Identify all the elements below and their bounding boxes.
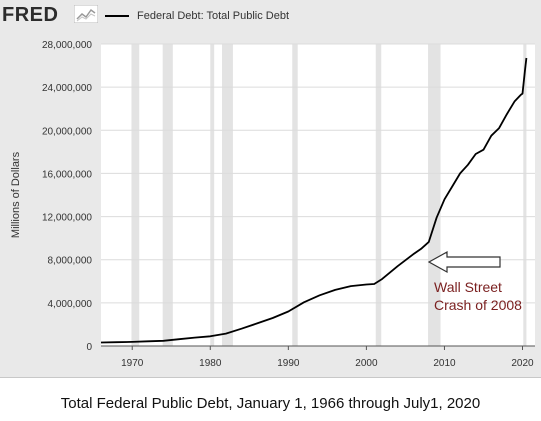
fred-logo: FRED — [2, 4, 59, 26]
y-tick-label: 8,000,000 — [48, 256, 93, 267]
recession-band — [523, 44, 527, 346]
fred-trend-icon — [74, 5, 98, 23]
x-tick-label: 1980 — [199, 358, 222, 369]
annotation-line-2: Crash of 2008 — [434, 297, 522, 313]
x-tick-label: 1970 — [121, 358, 144, 369]
y-tick-label: 4,000,000 — [48, 299, 93, 310]
annotation-line-1: Wall Street — [434, 279, 502, 295]
recession-band — [210, 44, 215, 346]
legend-swatch — [105, 15, 129, 17]
x-tick-label: 2000 — [355, 358, 378, 369]
y-tick-label: 16,000,000 — [42, 169, 92, 180]
y-tick-label: 20,000,000 — [42, 126, 92, 137]
y-tick-label: 28,000,000 — [42, 40, 92, 51]
chart-legend: Federal Debt: Total Public Debt — [105, 8, 289, 24]
y-tick-label: 0 — [86, 342, 92, 353]
figure-caption: Total Federal Public Debt, January 1, 19… — [60, 395, 481, 412]
recession-band — [221, 44, 233, 346]
recession-band — [428, 44, 441, 346]
y-tick-label: 12,000,000 — [42, 213, 92, 224]
left-arrow-icon — [427, 250, 501, 274]
recession-band — [292, 44, 298, 346]
chart-svg: 0 4,000,000 8,000,000 12,000,000 16,000,000 2… — [10, 40, 535, 369]
y-axis-label: Millions of Dollars — [10, 151, 22, 238]
x-tick-label: 2010 — [433, 358, 456, 369]
recession-band — [375, 44, 382, 346]
x-tick-label: 1990 — [277, 358, 300, 369]
recession-band — [131, 44, 140, 346]
series-line-federal-debt — [100, 57, 528, 344]
x-tick-label: 2020 — [511, 358, 534, 369]
recession-band — [162, 44, 173, 346]
y-tick-label: 24,000,000 — [42, 83, 92, 94]
legend-label: Federal Debt: Total Public Debt — [137, 10, 290, 22]
